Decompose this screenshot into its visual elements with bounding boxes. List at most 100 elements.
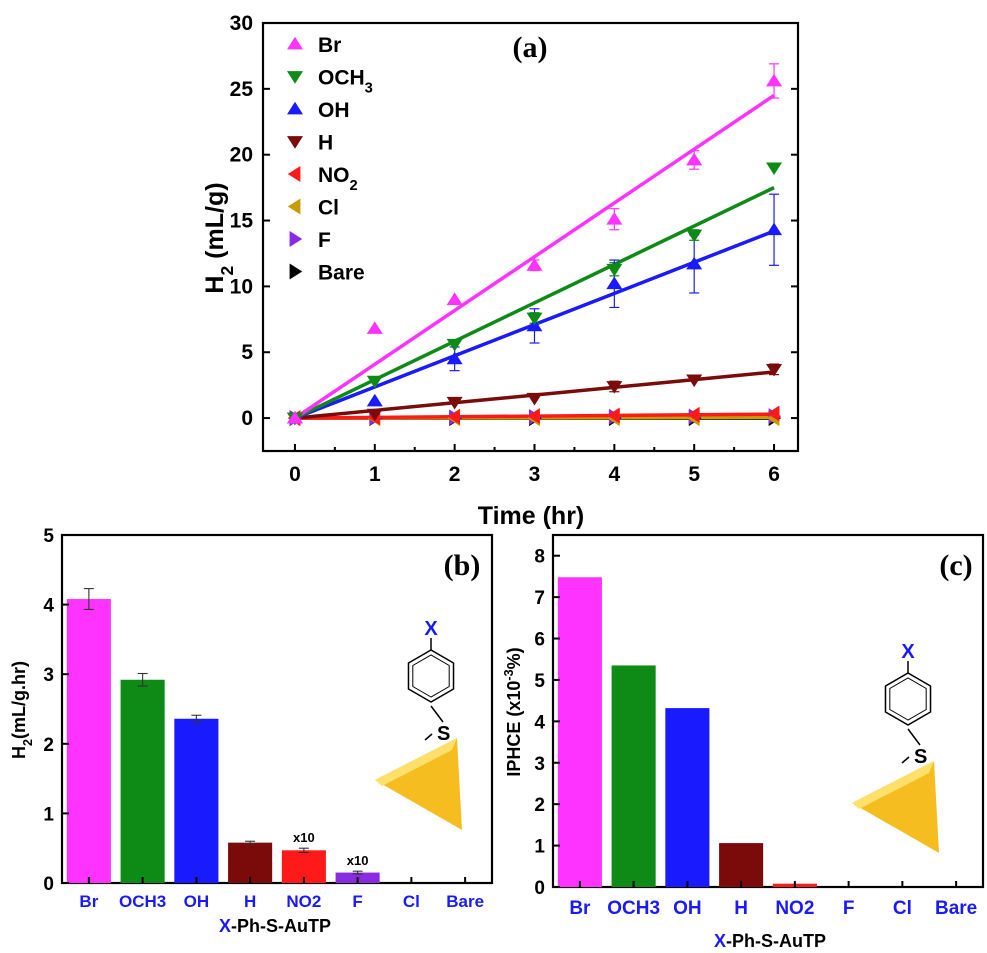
data-point-oh bbox=[366, 393, 383, 407]
x-tick-label-oh: OH bbox=[184, 892, 210, 911]
panel-a-label: (a) bbox=[513, 31, 548, 64]
data-point-h bbox=[366, 408, 383, 422]
legend-label-och3: OCH3 bbox=[318, 67, 373, 97]
panel-a-x-axis-title: Time (hr) bbox=[478, 502, 585, 530]
fit-line-och3 bbox=[294, 186, 775, 420]
legend-marker-f bbox=[289, 231, 303, 247]
data-point-oh bbox=[446, 351, 463, 365]
panel-a-x-tick-label: 0 bbox=[289, 463, 301, 486]
y-tick-label: 3 bbox=[534, 754, 545, 775]
bar-och3 bbox=[611, 665, 656, 887]
legend-label-oh: OH bbox=[318, 99, 350, 122]
x-tick-label-cl: Cl bbox=[403, 892, 420, 911]
data-point-no2 bbox=[686, 406, 700, 423]
legend-label-bare: Bare bbox=[318, 262, 365, 285]
legend-marker-cl bbox=[287, 198, 301, 215]
x-tick-label-och3: OCH3 bbox=[119, 892, 166, 911]
gold-triangle-highlight bbox=[375, 738, 457, 786]
y-tick-label: 4 bbox=[43, 596, 54, 617]
x-tick-label-bare: Bare bbox=[935, 898, 977, 919]
data-point-h bbox=[766, 363, 783, 377]
panel-c-axes-frame bbox=[551, 533, 985, 889]
panel-a-y-tick-label: 25 bbox=[230, 78, 254, 101]
legend-label-no2: NO2 bbox=[318, 164, 358, 194]
bond-line bbox=[424, 733, 433, 741]
benzene-ring-inner bbox=[889, 677, 927, 721]
x-tick-label-no2: NO2 bbox=[286, 892, 321, 911]
y-tick-label: 3 bbox=[43, 665, 54, 686]
panel-b-label: (b) bbox=[444, 549, 481, 582]
legend-marker-h bbox=[287, 136, 303, 149]
panel-c-label: (c) bbox=[939, 549, 972, 582]
x-tick-label-bare: Bare bbox=[446, 892, 484, 911]
panel-b-molecule-structure: SX bbox=[375, 618, 462, 830]
sulfur-atom-label: S bbox=[437, 723, 450, 745]
data-point-oh bbox=[686, 256, 703, 270]
panel-a-y-tick-label: 30 bbox=[230, 12, 253, 35]
x-tick-label-f: F bbox=[843, 898, 855, 919]
data-point-br bbox=[286, 410, 303, 424]
substituent-x-label: X bbox=[901, 641, 915, 663]
fit-line-br bbox=[293, 93, 776, 420]
bar-annotation: x10 bbox=[347, 853, 369, 868]
y-tick-label: 8 bbox=[534, 547, 545, 568]
x-tick-label-f: F bbox=[352, 892, 362, 911]
gold-triangle-icon bbox=[375, 738, 462, 830]
data-point-oh bbox=[766, 222, 783, 236]
data-point-och3 bbox=[366, 375, 383, 389]
x-tick-label-cl: Cl bbox=[893, 898, 912, 919]
panel-b-x-axis-title: X-Ph-S-AuTP bbox=[219, 916, 331, 936]
data-point-h bbox=[606, 381, 623, 394]
benzene-ring-inner bbox=[412, 654, 450, 698]
data-point-h bbox=[446, 396, 463, 410]
legend-marker-bare bbox=[289, 263, 303, 280]
data-point-no2 bbox=[527, 408, 540, 425]
bond-line bbox=[901, 756, 910, 764]
legend-marker-och3 bbox=[287, 71, 303, 84]
data-point-br bbox=[766, 73, 783, 87]
data-point-och3 bbox=[606, 263, 623, 277]
x-tick-label-br: Br bbox=[79, 892, 98, 911]
panel-a-x-tick-label: 3 bbox=[529, 463, 541, 486]
panel-a-y-tick-label: 5 bbox=[241, 341, 253, 364]
y-tick-label: 6 bbox=[534, 630, 545, 651]
panel-a-axes-frame bbox=[261, 21, 800, 453]
panel-c-x-axis-title: X-Ph-S-AuTP bbox=[714, 931, 826, 951]
panel-c-molecule-structure: SX bbox=[852, 641, 939, 853]
bar-annotation: x10 bbox=[293, 830, 315, 845]
data-point-no2 bbox=[766, 405, 780, 422]
gold-triangle-highlight bbox=[852, 761, 934, 809]
bar-h bbox=[228, 842, 273, 883]
data-point-br bbox=[446, 292, 463, 305]
y-tick-label: 7 bbox=[534, 588, 545, 609]
legend-label-h: H bbox=[318, 132, 333, 155]
legend-label-br: Br bbox=[318, 34, 341, 57]
y-tick-label: 2 bbox=[534, 795, 545, 816]
y-tick-label: 5 bbox=[43, 526, 54, 547]
panel-a-x-tick-label: 2 bbox=[449, 463, 461, 486]
bar-br bbox=[66, 599, 111, 883]
x-tick-label-no2: NO2 bbox=[775, 898, 814, 919]
legend-marker-br bbox=[287, 36, 303, 50]
x-tick-label-oh: OH bbox=[673, 898, 702, 919]
data-point-h bbox=[686, 374, 703, 388]
y-tick-label: 0 bbox=[534, 878, 545, 899]
bar-oh bbox=[665, 708, 710, 887]
panel-a-y-tick-label: 10 bbox=[230, 275, 253, 298]
y-tick-label: 0 bbox=[43, 874, 54, 895]
bar-oh bbox=[174, 718, 219, 883]
data-point-br bbox=[526, 258, 543, 271]
y-tick-label: 1 bbox=[43, 804, 54, 825]
legend-label-cl: Cl bbox=[318, 197, 339, 220]
data-point-oh bbox=[606, 276, 623, 290]
panel-a-x-tick-label: 1 bbox=[369, 463, 381, 486]
benzene-ring-icon bbox=[407, 649, 455, 703]
legend-marker-oh bbox=[287, 101, 303, 115]
bond-line bbox=[907, 728, 921, 746]
panel-b-y-axis-title: H2(mL/g.hr) bbox=[9, 661, 35, 759]
